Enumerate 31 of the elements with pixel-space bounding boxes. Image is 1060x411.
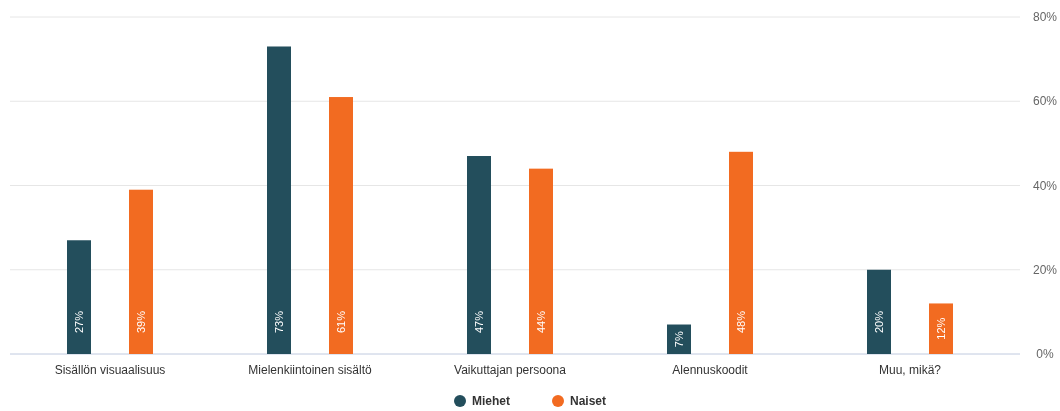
data-label: 20%	[873, 310, 885, 334]
bar	[529, 168, 553, 354]
bar	[129, 189, 153, 354]
bar	[467, 156, 491, 354]
bar	[929, 303, 953, 354]
legend-label: Naiset	[570, 394, 607, 408]
data-label: 12%	[935, 317, 947, 340]
y-tick-label: 80%	[1032, 10, 1058, 24]
data-label: 7%	[673, 331, 685, 348]
bar	[729, 151, 753, 354]
y-tick-label: 60%	[1032, 94, 1058, 109]
x-tick-label: Vaikuttajan persoona	[454, 363, 567, 377]
data-label: 73%	[273, 310, 285, 334]
bar	[867, 269, 891, 354]
y-tick-label: 0%	[1036, 347, 1054, 361]
data-label: 47%	[473, 310, 485, 334]
bar	[267, 46, 291, 354]
legend-label: Miehet	[472, 394, 511, 408]
data-label: 61%	[335, 310, 347, 334]
data-label: 39%	[135, 310, 147, 334]
x-tick-label: Muu, mikä?	[878, 363, 942, 377]
data-label: 27%	[73, 310, 85, 334]
bar	[329, 97, 353, 354]
x-tick-label: Sisällön visuaalisuus	[54, 363, 166, 377]
bar	[67, 240, 91, 354]
y-tick-label: 20%	[1032, 262, 1058, 277]
x-tick-label: Alennuskoodit	[672, 363, 749, 377]
data-label: 48%	[735, 310, 747, 334]
data-label: 44%	[535, 310, 547, 334]
x-tick-label: Mielenkiintoinen sisältö	[248, 363, 373, 377]
y-tick-label: 40%	[1032, 178, 1058, 193]
